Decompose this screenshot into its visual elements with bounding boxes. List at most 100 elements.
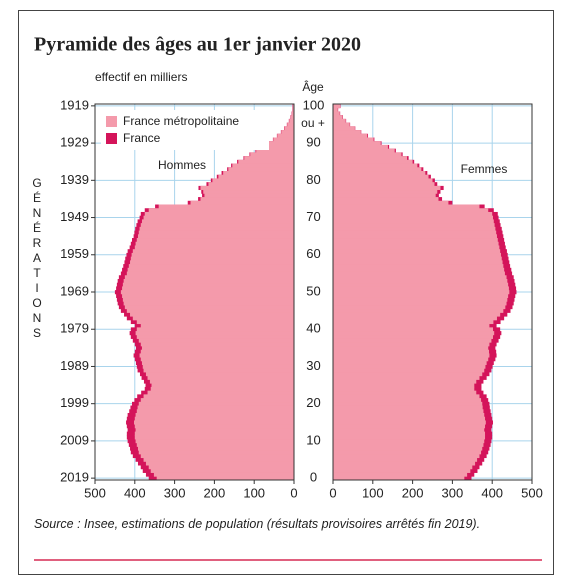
bar-men [134,424,294,429]
bar-women [333,200,449,205]
bar-women [333,230,497,235]
bar-men [140,349,294,354]
bar-women [333,476,465,481]
bar-women [333,375,480,380]
bar-men [273,137,294,142]
bar-men [228,167,294,172]
bar-men [126,308,294,313]
bar-women [333,241,499,246]
bar-women [333,156,408,161]
bar-women [333,115,343,120]
x-tick-label: 400 [481,485,503,500]
bar-women [333,215,493,220]
bar-women [333,275,507,280]
bar-men [208,182,294,187]
bar-men [136,319,294,325]
bar-women [333,427,485,433]
y-tick-label: 80 [306,172,320,187]
bar-men [262,144,294,150]
bar-men [138,401,294,406]
bar-men [134,420,294,425]
bar-men [136,334,294,339]
frame [18,10,554,575]
bar-women [333,252,501,258]
bar-women [333,331,495,336]
bar-men [250,152,294,157]
bar-men [122,286,295,291]
bar-men [203,189,294,194]
y-tick-label: 10 [306,432,320,447]
bar-women [333,439,485,444]
bar-men [292,111,294,116]
bar-men [137,446,294,451]
bar-men [144,211,294,217]
x-tick-label: 400 [124,485,146,500]
legend-swatch [106,133,117,144]
bar-women [333,450,482,455]
bar-men [143,394,294,399]
bar-women [333,226,496,231]
bar-women [333,446,483,451]
bar-men [140,223,294,228]
bar-men [218,174,294,179]
bar-women [333,465,473,470]
bar-women [333,349,490,354]
bar-women [333,118,346,124]
bar-women [333,405,483,410]
bar-women [333,204,480,209]
x-tick-label: 0 [329,485,336,500]
generation-tick-label: 2019 [60,470,89,485]
bar-men [151,383,294,388]
bar-men [130,256,294,261]
bar-men [138,450,294,455]
bar-men [135,331,294,336]
bar-women [333,264,504,269]
bar-men [141,219,294,224]
bar-women [333,424,486,429]
bar-men [137,234,294,239]
generation-tick-label: 2009 [60,432,89,447]
bar-men [124,305,294,310]
subtitle: effectif en milliers [95,70,187,84]
bar-women [333,323,490,328]
bar-women [333,185,441,191]
bar-women [333,130,361,135]
chart-title: Pyramide des âges au 1er janvier 2020 [34,34,361,56]
bar-women [333,342,490,347]
generation-tick-label: 1979 [60,321,89,336]
bar-men [153,472,294,477]
generation-tick-label: 1929 [60,135,89,150]
bar-women [333,290,510,295]
bar-women [333,345,489,351]
bar-women [333,249,501,254]
bar-women [333,286,509,291]
bar-men [158,204,294,209]
bar-men [136,327,294,332]
bar-men [150,468,294,473]
bar-men [122,293,295,298]
bar-women [333,364,486,369]
bar-women [333,379,477,384]
bar-men [134,245,294,250]
bar-women [333,174,429,179]
bar-men [287,122,294,127]
bar-women [333,472,468,477]
bar-women [333,308,504,313]
bar-women [333,353,490,358]
bar-men [212,178,294,183]
bar-men [122,297,294,302]
bar-women [333,107,338,112]
bar-men [126,271,294,276]
y-tick-label: 100 [303,97,325,112]
bar-men [232,163,294,168]
bar-women [333,208,489,213]
x-tick-label: 300 [442,485,464,500]
bar-men [140,398,294,403]
legend-swatch [106,116,117,127]
bar-men [143,215,294,220]
bar-men [290,115,294,120]
bar-men [256,148,294,153]
bar-men [140,357,294,362]
y-label: Âge [302,79,324,94]
